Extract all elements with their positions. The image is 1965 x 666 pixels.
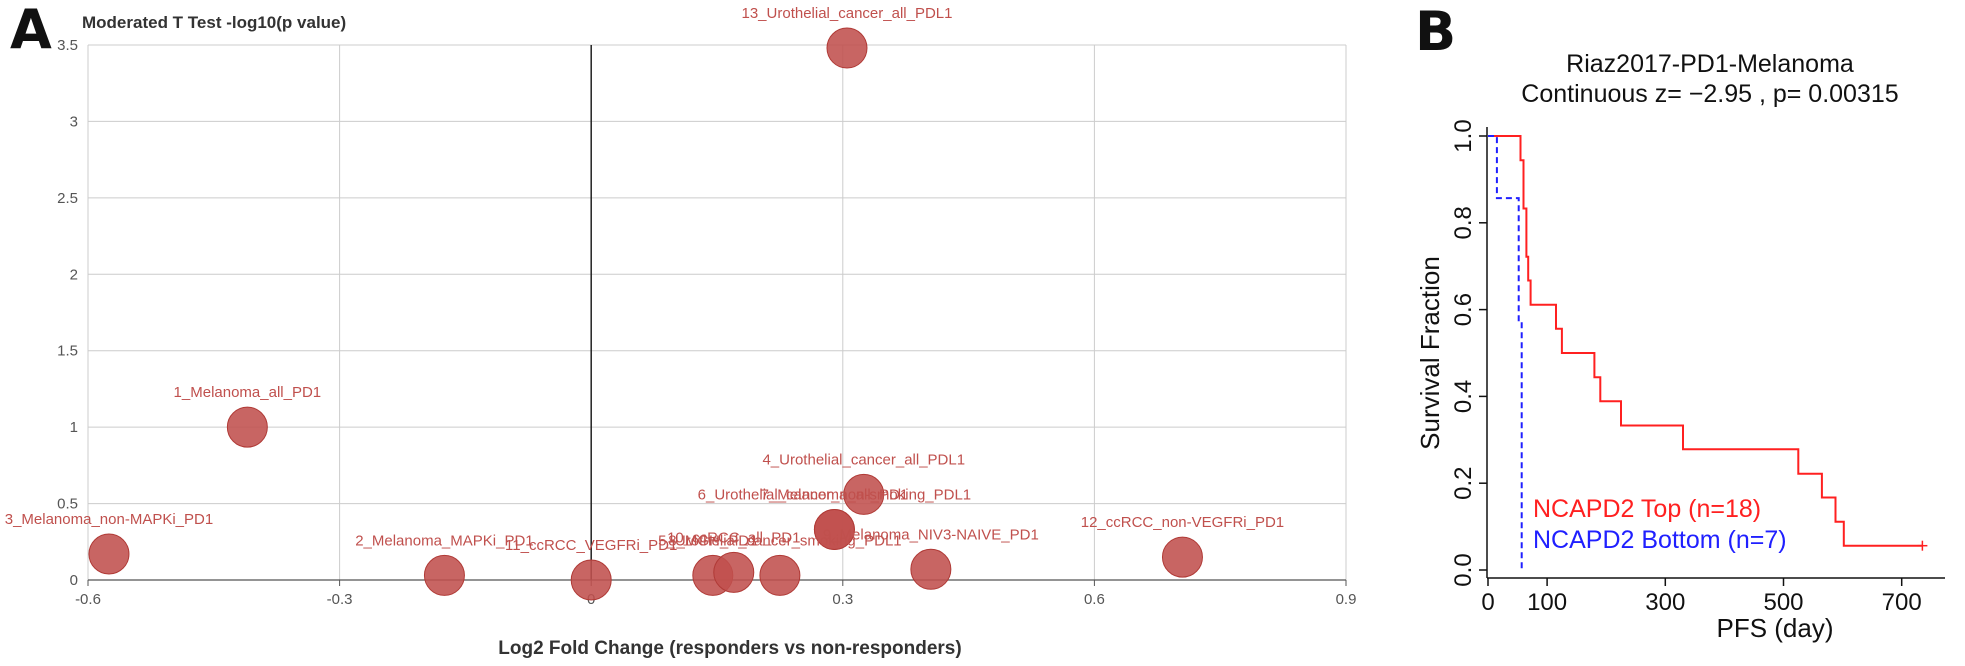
data-point-label: 11_ccRCC_VEGFRi_PD1 (505, 537, 677, 554)
data-point-label: 9_Melanoma_NIV3-NAIVE_PD1 (823, 526, 1039, 543)
panel-letter-a: A (10, 0, 52, 61)
y-tick-label: 2.5 (57, 190, 78, 207)
x-axis-title: PFS (day) (1716, 613, 1833, 643)
x-tick-label: -0.3 (327, 591, 353, 608)
y-tick-label: 3 (70, 113, 78, 130)
x-tick-label: 500 (1763, 589, 1803, 616)
data-point (1161, 536, 1203, 578)
data-point (570, 559, 612, 601)
panel-letter-b: B (1415, 0, 1456, 63)
data-point-label: 10_ccRCC_all_PD1 (667, 529, 800, 546)
data-point-label: 8_MGH_PD1 (668, 532, 757, 549)
y-tick-label: 0 (70, 572, 78, 589)
y-tick-label: 0.8 (1450, 206, 1477, 239)
plot-frame (1479, 127, 1945, 586)
y-tick-label: 0.0 (1450, 553, 1477, 586)
y-tick-label: 0.5 (57, 496, 78, 513)
data-point-label: 4_Urothelial_cancer_all_PDL1 (762, 451, 965, 468)
x-tick-label: 0.9 (1336, 591, 1357, 608)
x-tick-label: 300 (1645, 589, 1685, 616)
y-tick-label: 0.6 (1450, 293, 1477, 326)
plot-grid (87, 44, 1347, 581)
data-point (910, 548, 952, 590)
survival-curves (1488, 135, 1928, 571)
data-point (423, 554, 465, 596)
x-tick-label: 0 (1481, 589, 1494, 616)
legend-top-group: NCAPD2 Top (n=18) (1533, 495, 1761, 523)
y-tick-label: 0.4 (1450, 380, 1477, 413)
data-point (88, 533, 130, 575)
data-point-label: 5_Urothelial_cancer_smoking_PDL1 (658, 532, 901, 549)
data-point (843, 473, 885, 515)
x-axis-title: Log2 Fold Change (responders vs non-resp… (498, 638, 961, 659)
data-point-label: 3_Melanoma_non-MAPKi_PD1 (5, 511, 213, 528)
data-point-label: 2_Melanoma_MAPKi_PD1 (355, 532, 533, 549)
survival-curve-chart: B Riaz2017-PD1-Melanoma Continuous z= −2… (1415, 0, 1945, 643)
chart-title: Riaz2017-PD1-Melanoma (1566, 50, 1854, 78)
survival-curve-top (1488, 135, 1923, 547)
survival-curve-bottom (1488, 135, 1524, 571)
y-tick-label: 1 (70, 419, 78, 436)
tick-labels: 0.0 0.2 0.4 0.6 0.8 1.0 0 100 300 500 700 (1450, 119, 1922, 616)
data-points: 1_Melanoma_all_PD1 2_Melanoma_MAPKi_PD1 3_… (5, 5, 1284, 601)
data-point (226, 406, 268, 448)
y-tick-label: 1.0 (1450, 119, 1477, 152)
data-point (759, 554, 801, 596)
chart-subtitle: Continuous z= −2.95 , p= 0.00315 (1521, 80, 1898, 108)
x-tick-label: 0.6 (1084, 591, 1105, 608)
plot-axes (87, 45, 1347, 586)
data-point (713, 551, 755, 593)
x-tick-label: -0.6 (75, 591, 101, 608)
x-tick-label: 0.3 (832, 591, 853, 608)
y-tick-label: 0.2 (1450, 467, 1477, 500)
data-point-label: 1_Melanoma_all_PD1 (174, 384, 322, 401)
data-point-label: 7_Melanoma_all_PD1 (761, 487, 909, 504)
data-point-label: 13_Urothelial_cancer_all_PDL1 (742, 5, 953, 22)
y-tick-label: 2 (70, 266, 78, 283)
y-axis-title: Moderated T Test -log10(p value) (82, 13, 346, 32)
data-point-label: 12_ccRCC_non-VEGFRi_PD1 (1081, 514, 1284, 531)
data-point-label: 6_Urothelial_cancer_non-smoking_PDL1 (698, 487, 972, 504)
x-tick-label: 700 (1882, 589, 1922, 616)
y-tick-label: 1.5 (57, 343, 78, 360)
y-tick-label: 3.5 (57, 37, 78, 54)
x-tick-label: 100 (1527, 589, 1567, 616)
data-point (813, 509, 855, 551)
volcano-scatter-chart: A Moderated T Test -log10(p value) 00.51… (5, 0, 1357, 659)
y-axis-title: Survival Fraction (1415, 256, 1445, 450)
data-point (826, 27, 868, 69)
legend-bottom-group: NCAPD2 Bottom (n=7) (1533, 526, 1787, 554)
